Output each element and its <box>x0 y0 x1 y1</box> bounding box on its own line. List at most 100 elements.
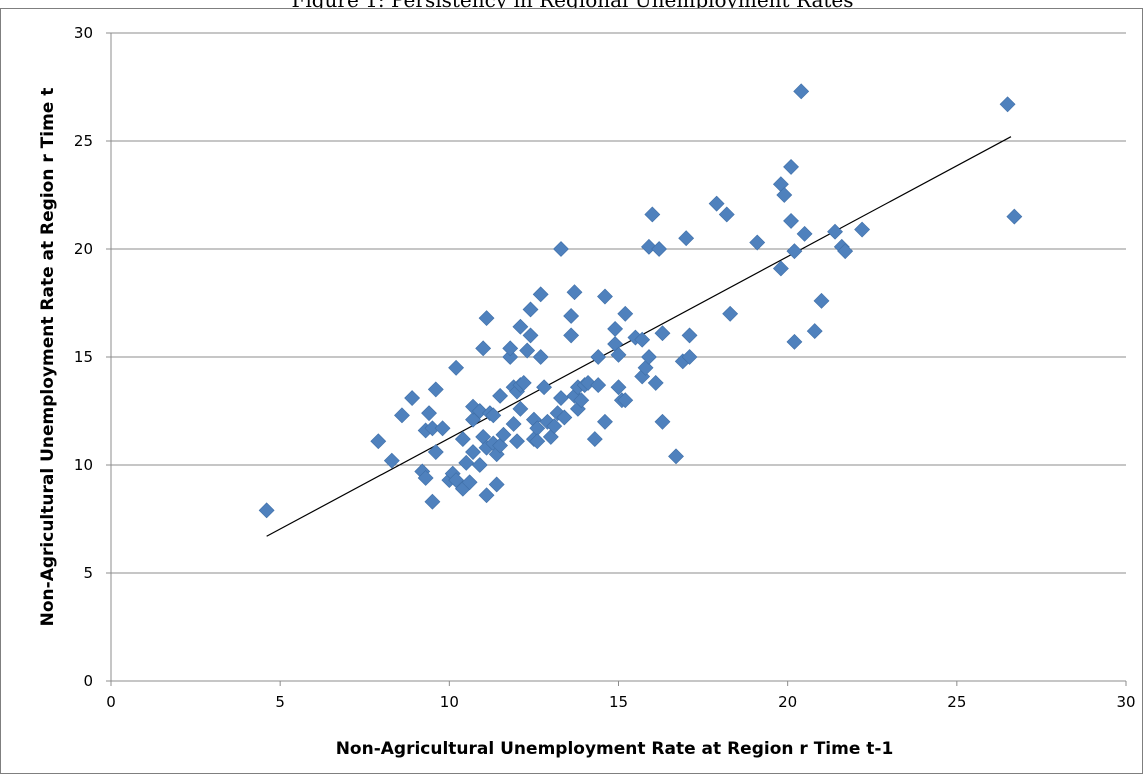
data-point <box>590 349 607 365</box>
y-tick-label: 0 <box>83 672 93 690</box>
data-point <box>556 409 573 426</box>
data-point <box>617 392 634 409</box>
data-point <box>566 284 583 301</box>
data-point <box>722 305 739 322</box>
data-point <box>796 225 813 242</box>
x-tick-labels: 0 5 10 15 20 25 30 <box>106 693 1135 711</box>
y-axis-label: Non-Agricultural Unemployment Rate at Re… <box>38 88 58 627</box>
data-point <box>1006 208 1023 225</box>
data-point <box>424 493 441 510</box>
data-point <box>678 230 695 247</box>
y-tick-label: 10 <box>74 456 93 474</box>
data-point <box>553 241 569 257</box>
data-point <box>394 407 410 424</box>
y-tick-label: 25 <box>74 132 93 150</box>
x-tick-label: 20 <box>778 693 797 711</box>
data-point <box>488 476 505 493</box>
data-point <box>786 243 803 260</box>
data-point <box>458 454 475 471</box>
data-point <box>654 413 671 430</box>
data-point <box>404 390 421 406</box>
data-point <box>772 260 789 277</box>
data-point <box>837 243 854 260</box>
data-point <box>681 327 698 344</box>
data-point <box>509 433 525 450</box>
data-point <box>471 403 488 419</box>
data-point <box>495 426 512 443</box>
data-point <box>654 325 671 342</box>
data-point <box>553 390 569 406</box>
data-point <box>641 238 657 255</box>
data-point <box>505 416 522 432</box>
scatter-chart: 0 5 10 15 20 25 30 0 5 10 15 20 25 30 Non-Agricultur… <box>38 24 1136 759</box>
data-point <box>718 206 735 223</box>
data-point <box>708 195 725 212</box>
data-point <box>383 452 400 469</box>
data-point <box>776 187 793 203</box>
data-point <box>783 212 799 229</box>
data-point <box>536 379 552 396</box>
data-point <box>786 333 803 350</box>
data-point <box>651 241 668 257</box>
x-tick-label: 10 <box>440 693 459 711</box>
data-point <box>590 377 607 394</box>
data-point <box>597 413 613 430</box>
data-point <box>783 158 799 175</box>
data-point <box>502 340 519 357</box>
data-point <box>644 206 661 223</box>
data-point <box>475 340 492 357</box>
data-point <box>478 487 495 504</box>
x-tick-label: 15 <box>609 693 628 711</box>
data-point <box>461 474 478 491</box>
y-tick-label: 30 <box>74 24 93 42</box>
data-point <box>258 502 275 519</box>
data-point <box>417 470 434 486</box>
data-point <box>502 349 519 365</box>
data-point <box>519 342 536 359</box>
data-point <box>617 305 634 322</box>
x-tick-label: 0 <box>106 693 116 711</box>
data-point <box>580 374 596 391</box>
data-point <box>471 457 488 473</box>
data-point <box>999 96 1016 113</box>
x-tick-label: 5 <box>275 693 285 711</box>
data-point <box>465 444 481 460</box>
data-point <box>634 331 651 348</box>
data-point <box>492 387 509 404</box>
x-axis-label: Non-Agricultural Unemployment Rate at Re… <box>336 739 894 759</box>
data-point <box>793 83 810 100</box>
data-point <box>448 359 465 376</box>
data-point <box>529 433 546 450</box>
x-tick-label: 25 <box>947 693 966 711</box>
data-point <box>434 420 451 437</box>
y-tick-label: 20 <box>74 240 93 258</box>
data-points <box>258 83 1023 519</box>
data-point <box>563 308 580 324</box>
data-point <box>427 444 444 460</box>
chart-frame: 0 5 10 15 20 25 30 0 5 10 15 20 25 30 Non-Agricultur… <box>0 8 1143 774</box>
data-point <box>546 418 563 435</box>
axes <box>106 32 1127 686</box>
data-point <box>749 234 766 251</box>
data-point <box>522 327 539 344</box>
data-point <box>563 327 580 344</box>
data-point <box>522 301 539 318</box>
data-point <box>668 448 684 465</box>
data-point <box>573 392 590 409</box>
data-point <box>610 379 627 396</box>
data-point <box>427 381 444 398</box>
data-point <box>421 405 437 422</box>
data-point <box>597 288 613 305</box>
data-point <box>532 286 549 303</box>
data-point <box>454 431 471 448</box>
data-point <box>813 292 830 309</box>
data-point <box>478 310 495 327</box>
data-point <box>854 221 871 238</box>
data-point <box>512 318 529 335</box>
gridlines <box>111 32 1126 574</box>
data-point <box>586 431 603 448</box>
data-point <box>681 349 698 365</box>
y-tick-label: 5 <box>83 564 93 582</box>
data-point <box>370 433 387 450</box>
data-point <box>806 323 823 340</box>
